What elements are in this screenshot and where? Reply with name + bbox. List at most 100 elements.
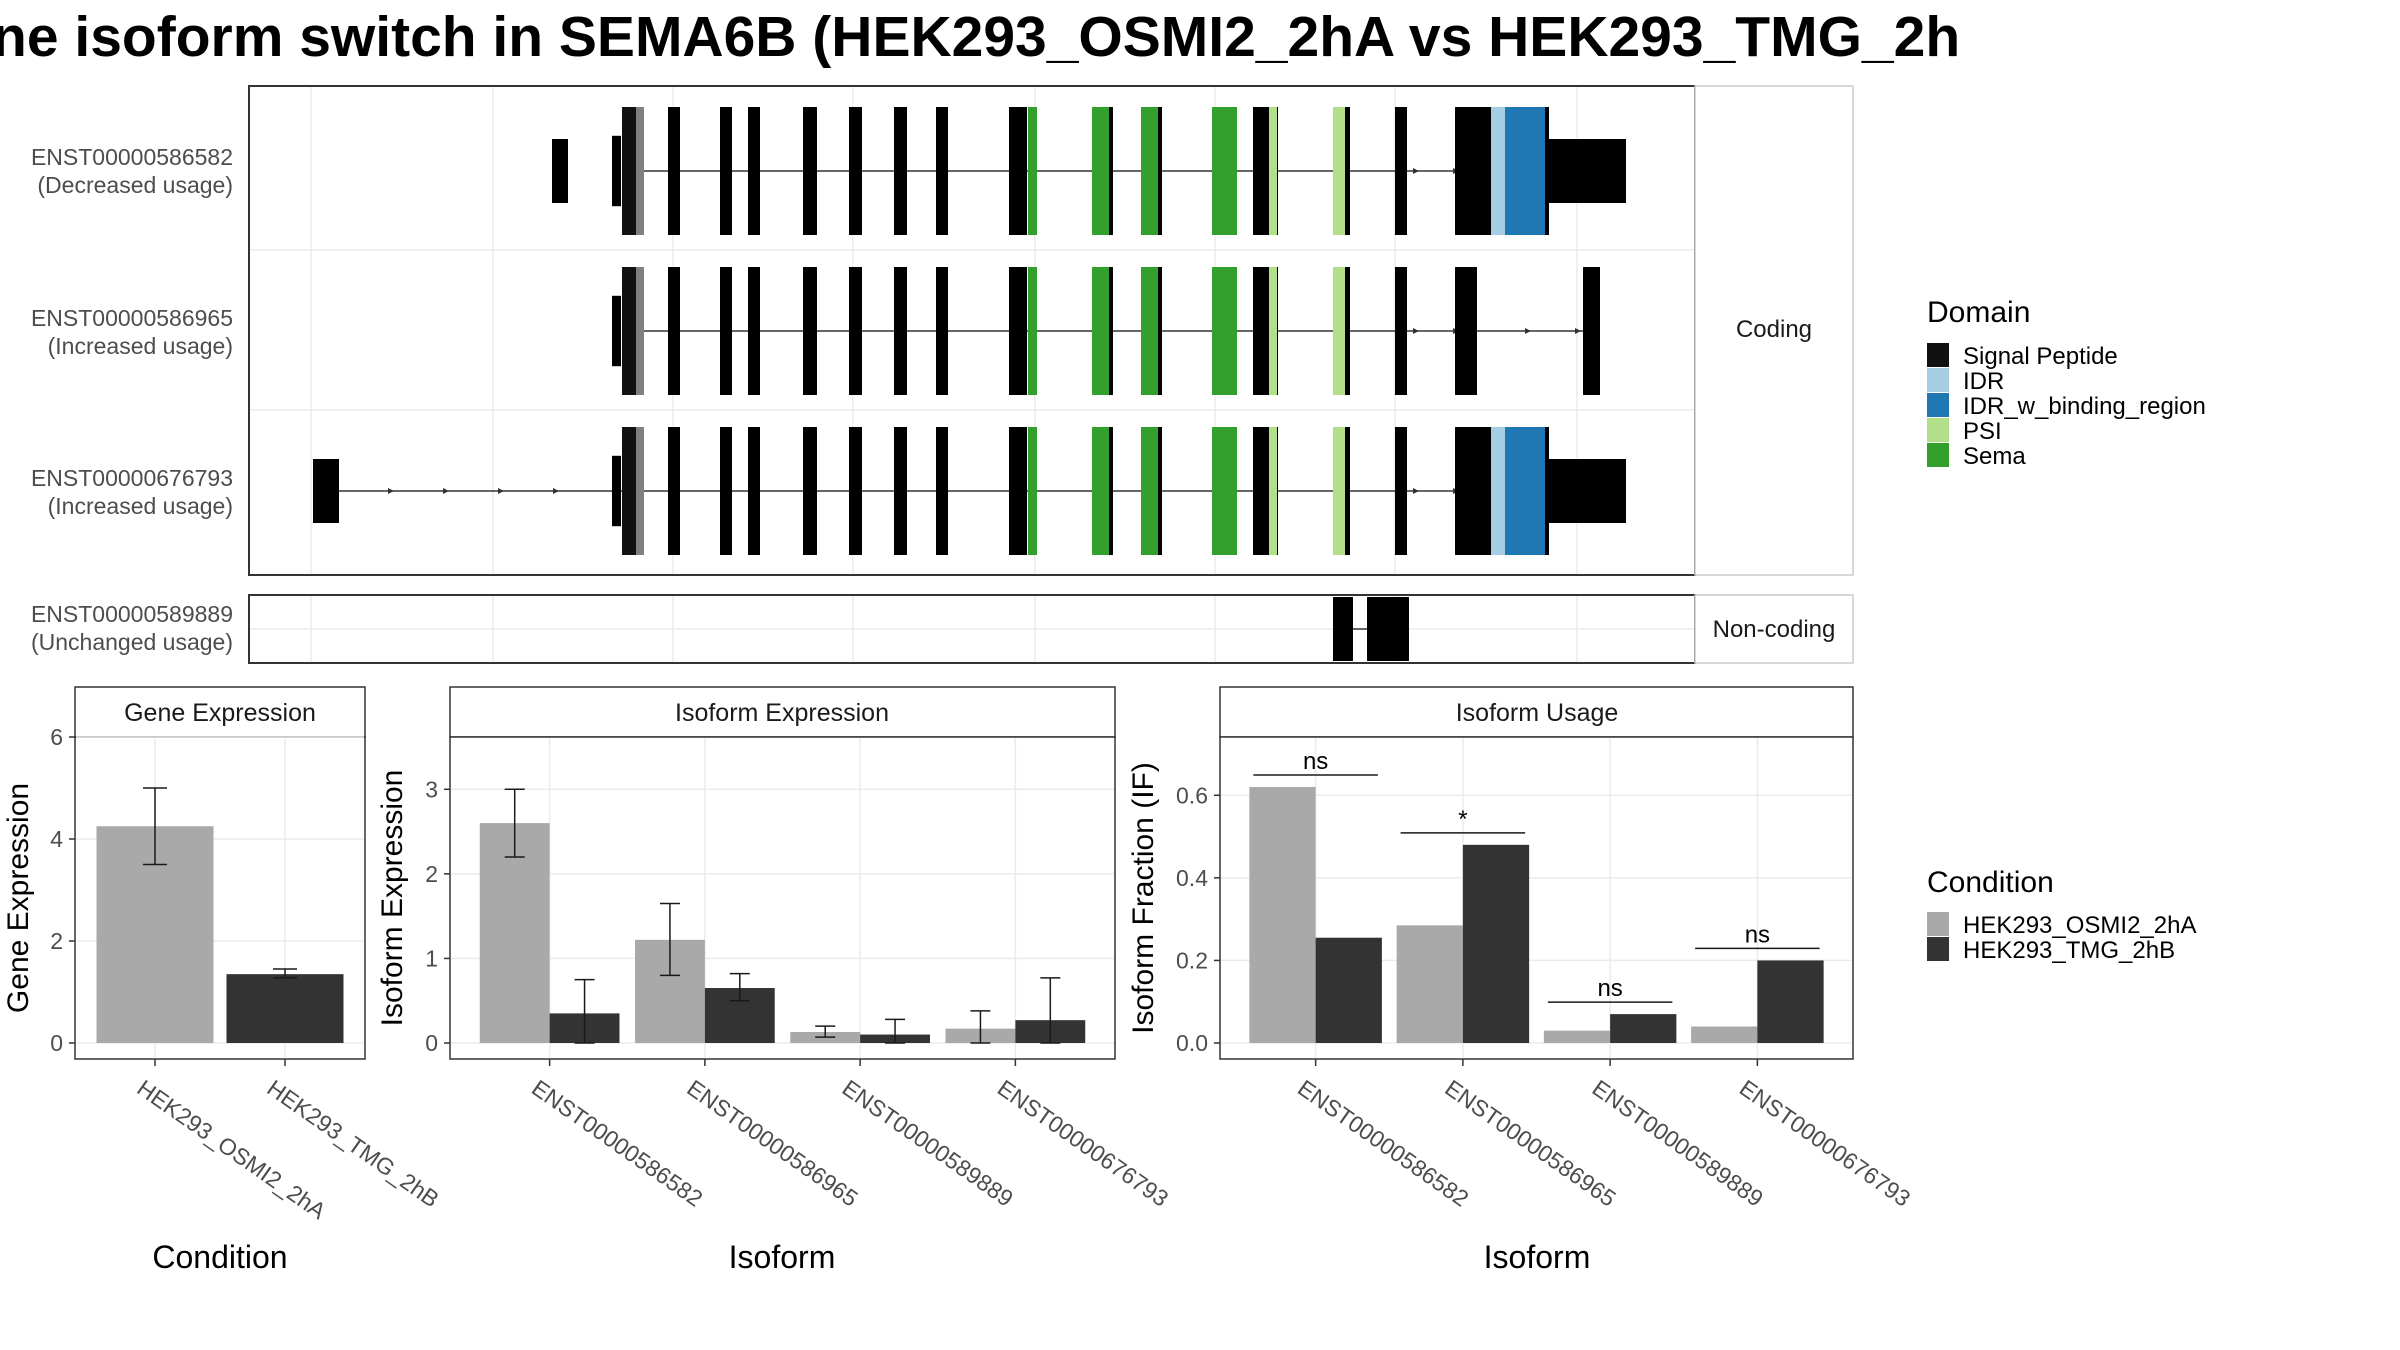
bar bbox=[1315, 937, 1382, 1043]
gene-expression-title: Gene Expression bbox=[124, 699, 316, 727]
domain-sema bbox=[1141, 267, 1158, 395]
y-tick-label: 3 bbox=[425, 776, 438, 802]
exon-block bbox=[668, 107, 680, 235]
exon-block bbox=[849, 107, 862, 235]
isoform-usage-ylabel: Isoform Fraction (IF) bbox=[1127, 762, 1160, 1034]
domain-sema bbox=[1092, 267, 1109, 395]
legend-swatch-condition-a bbox=[1927, 912, 1949, 936]
significance-label: ns bbox=[1597, 975, 1622, 1002]
exon-block bbox=[1549, 139, 1626, 203]
exon-block bbox=[720, 107, 732, 235]
exon-block bbox=[748, 267, 760, 395]
transcript-usage-label: (Decreased usage) bbox=[37, 172, 233, 198]
significance-label: ns bbox=[1303, 748, 1328, 775]
figure-title: ne isoform switch in SEMA6B (HEK293_OSMI… bbox=[0, 5, 1960, 69]
legend-label-signal-peptide: Signal Peptide bbox=[1963, 343, 2118, 370]
transcript-id-label: ENST00000589889 bbox=[31, 601, 233, 627]
exon-block bbox=[803, 107, 817, 235]
isoform-usage-xlabel: Isoform bbox=[1484, 1239, 1591, 1275]
domain-legend-title: Domain bbox=[1927, 296, 2030, 329]
exon-block bbox=[936, 267, 948, 395]
y-tick-label: 4 bbox=[50, 826, 63, 852]
intron-arrow bbox=[1413, 328, 1419, 334]
isoform-usage-strip bbox=[1219, 686, 1854, 738]
domain-psi bbox=[1333, 107, 1345, 235]
transcript-id-label: ENST00000676793 bbox=[31, 465, 233, 491]
domain-sema bbox=[1221, 427, 1237, 555]
exon-block bbox=[1367, 597, 1409, 661]
legend-label-psi: PSI bbox=[1963, 418, 2002, 445]
domain-psi bbox=[1269, 427, 1277, 555]
exon-block bbox=[748, 427, 760, 555]
domain-idr bbox=[1491, 427, 1505, 555]
x-tick-label: ENST00000586582 bbox=[527, 1075, 707, 1212]
legend-swatch-signal-peptide bbox=[1927, 343, 1949, 367]
exon-block bbox=[1545, 107, 1549, 235]
noncoding-strip-label: Non-coding bbox=[1713, 616, 1836, 643]
domain-sema bbox=[1221, 107, 1237, 235]
exon-block bbox=[1461, 107, 1491, 235]
bar bbox=[1462, 844, 1530, 1043]
exon-block bbox=[803, 427, 817, 555]
bar bbox=[1691, 1026, 1758, 1043]
exon-block bbox=[1333, 597, 1353, 661]
legend-label-idr: IDR bbox=[1963, 368, 2004, 395]
domain-sema bbox=[1028, 427, 1037, 555]
exon-block bbox=[1461, 427, 1491, 555]
exon-block bbox=[720, 267, 732, 395]
exon-block bbox=[636, 267, 644, 395]
exon-block bbox=[1583, 267, 1600, 395]
exon-block bbox=[894, 267, 907, 395]
domain-sema bbox=[1141, 427, 1158, 555]
domain-sema bbox=[1221, 267, 1237, 395]
coding-strip bbox=[1694, 85, 1854, 576]
intron-arrow bbox=[1525, 328, 1531, 334]
exon-block bbox=[1545, 427, 1549, 555]
domain-idr-binding bbox=[1505, 427, 1513, 555]
exon-block bbox=[1009, 427, 1027, 555]
intron-arrow bbox=[498, 488, 504, 494]
y-tick-label: 0.6 bbox=[1176, 782, 1208, 808]
y-tick-label: 0.2 bbox=[1176, 947, 1208, 973]
domain-signal-peptide bbox=[622, 107, 636, 235]
exon-block bbox=[313, 459, 339, 523]
domain-signal-peptide bbox=[622, 427, 636, 555]
exon-block bbox=[636, 107, 644, 235]
exon-block bbox=[1009, 267, 1027, 395]
domain-signal-peptide bbox=[622, 267, 636, 395]
exon-block bbox=[552, 139, 568, 203]
transcript-structures bbox=[313, 107, 1626, 661]
bar bbox=[1610, 1014, 1677, 1043]
exon-block bbox=[936, 107, 948, 235]
intron-arrow bbox=[1413, 488, 1419, 494]
isoform-expression-ylabel: Isoform Expression bbox=[376, 770, 409, 1027]
transcript-structure-panel: Coding Non-coding ENST00000586582 (Decre… bbox=[31, 85, 1854, 664]
exon-block bbox=[668, 267, 680, 395]
y-tick-label: 2 bbox=[50, 928, 63, 954]
x-tick-label: ENST00000589889 bbox=[838, 1075, 1018, 1212]
legend-swatch-idr bbox=[1927, 368, 1949, 392]
exon-block bbox=[612, 455, 621, 527]
bar bbox=[1249, 787, 1316, 1043]
legend-label-condition-a: HEK293_OSMI2_2hA bbox=[1963, 912, 2196, 939]
exon-block bbox=[612, 295, 621, 367]
domain-idr bbox=[1491, 107, 1505, 235]
x-tick-label: ENST00000676793 bbox=[993, 1075, 1173, 1212]
domain-idr-binding bbox=[1513, 107, 1545, 235]
condition-legend: Condition HEK293_OSMI2_2hA HEK293_TMG_2h… bbox=[1927, 866, 2196, 964]
domain-sema bbox=[1028, 107, 1037, 235]
y-tick-label: 0 bbox=[425, 1030, 438, 1056]
exon-block bbox=[668, 427, 680, 555]
intron-arrow bbox=[553, 488, 559, 494]
legend-label-condition-b: HEK293_TMG_2hB bbox=[1963, 937, 2175, 964]
y-tick-label: 0.0 bbox=[1176, 1030, 1208, 1056]
exon-block bbox=[894, 107, 907, 235]
domain-psi bbox=[1269, 107, 1277, 235]
domain-sema bbox=[1028, 267, 1037, 395]
bar bbox=[479, 823, 550, 1043]
exon-block bbox=[748, 107, 760, 235]
significance-label: * bbox=[1458, 806, 1467, 833]
coding-strip-label: Coding bbox=[1736, 316, 1812, 343]
domain-sema bbox=[1092, 427, 1109, 555]
